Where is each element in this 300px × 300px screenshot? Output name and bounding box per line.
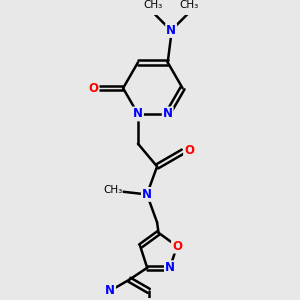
Text: N: N [142,188,152,201]
Text: N: N [105,284,115,297]
Text: CH₃: CH₃ [103,185,122,195]
Text: N: N [163,107,173,120]
Text: N: N [166,24,176,37]
Text: CH₃: CH₃ [144,0,163,10]
Text: N: N [165,261,175,274]
Text: CH₃: CH₃ [179,0,199,10]
Text: N: N [133,107,143,120]
Text: O: O [184,144,194,157]
Text: O: O [172,240,182,253]
Text: O: O [88,82,99,95]
